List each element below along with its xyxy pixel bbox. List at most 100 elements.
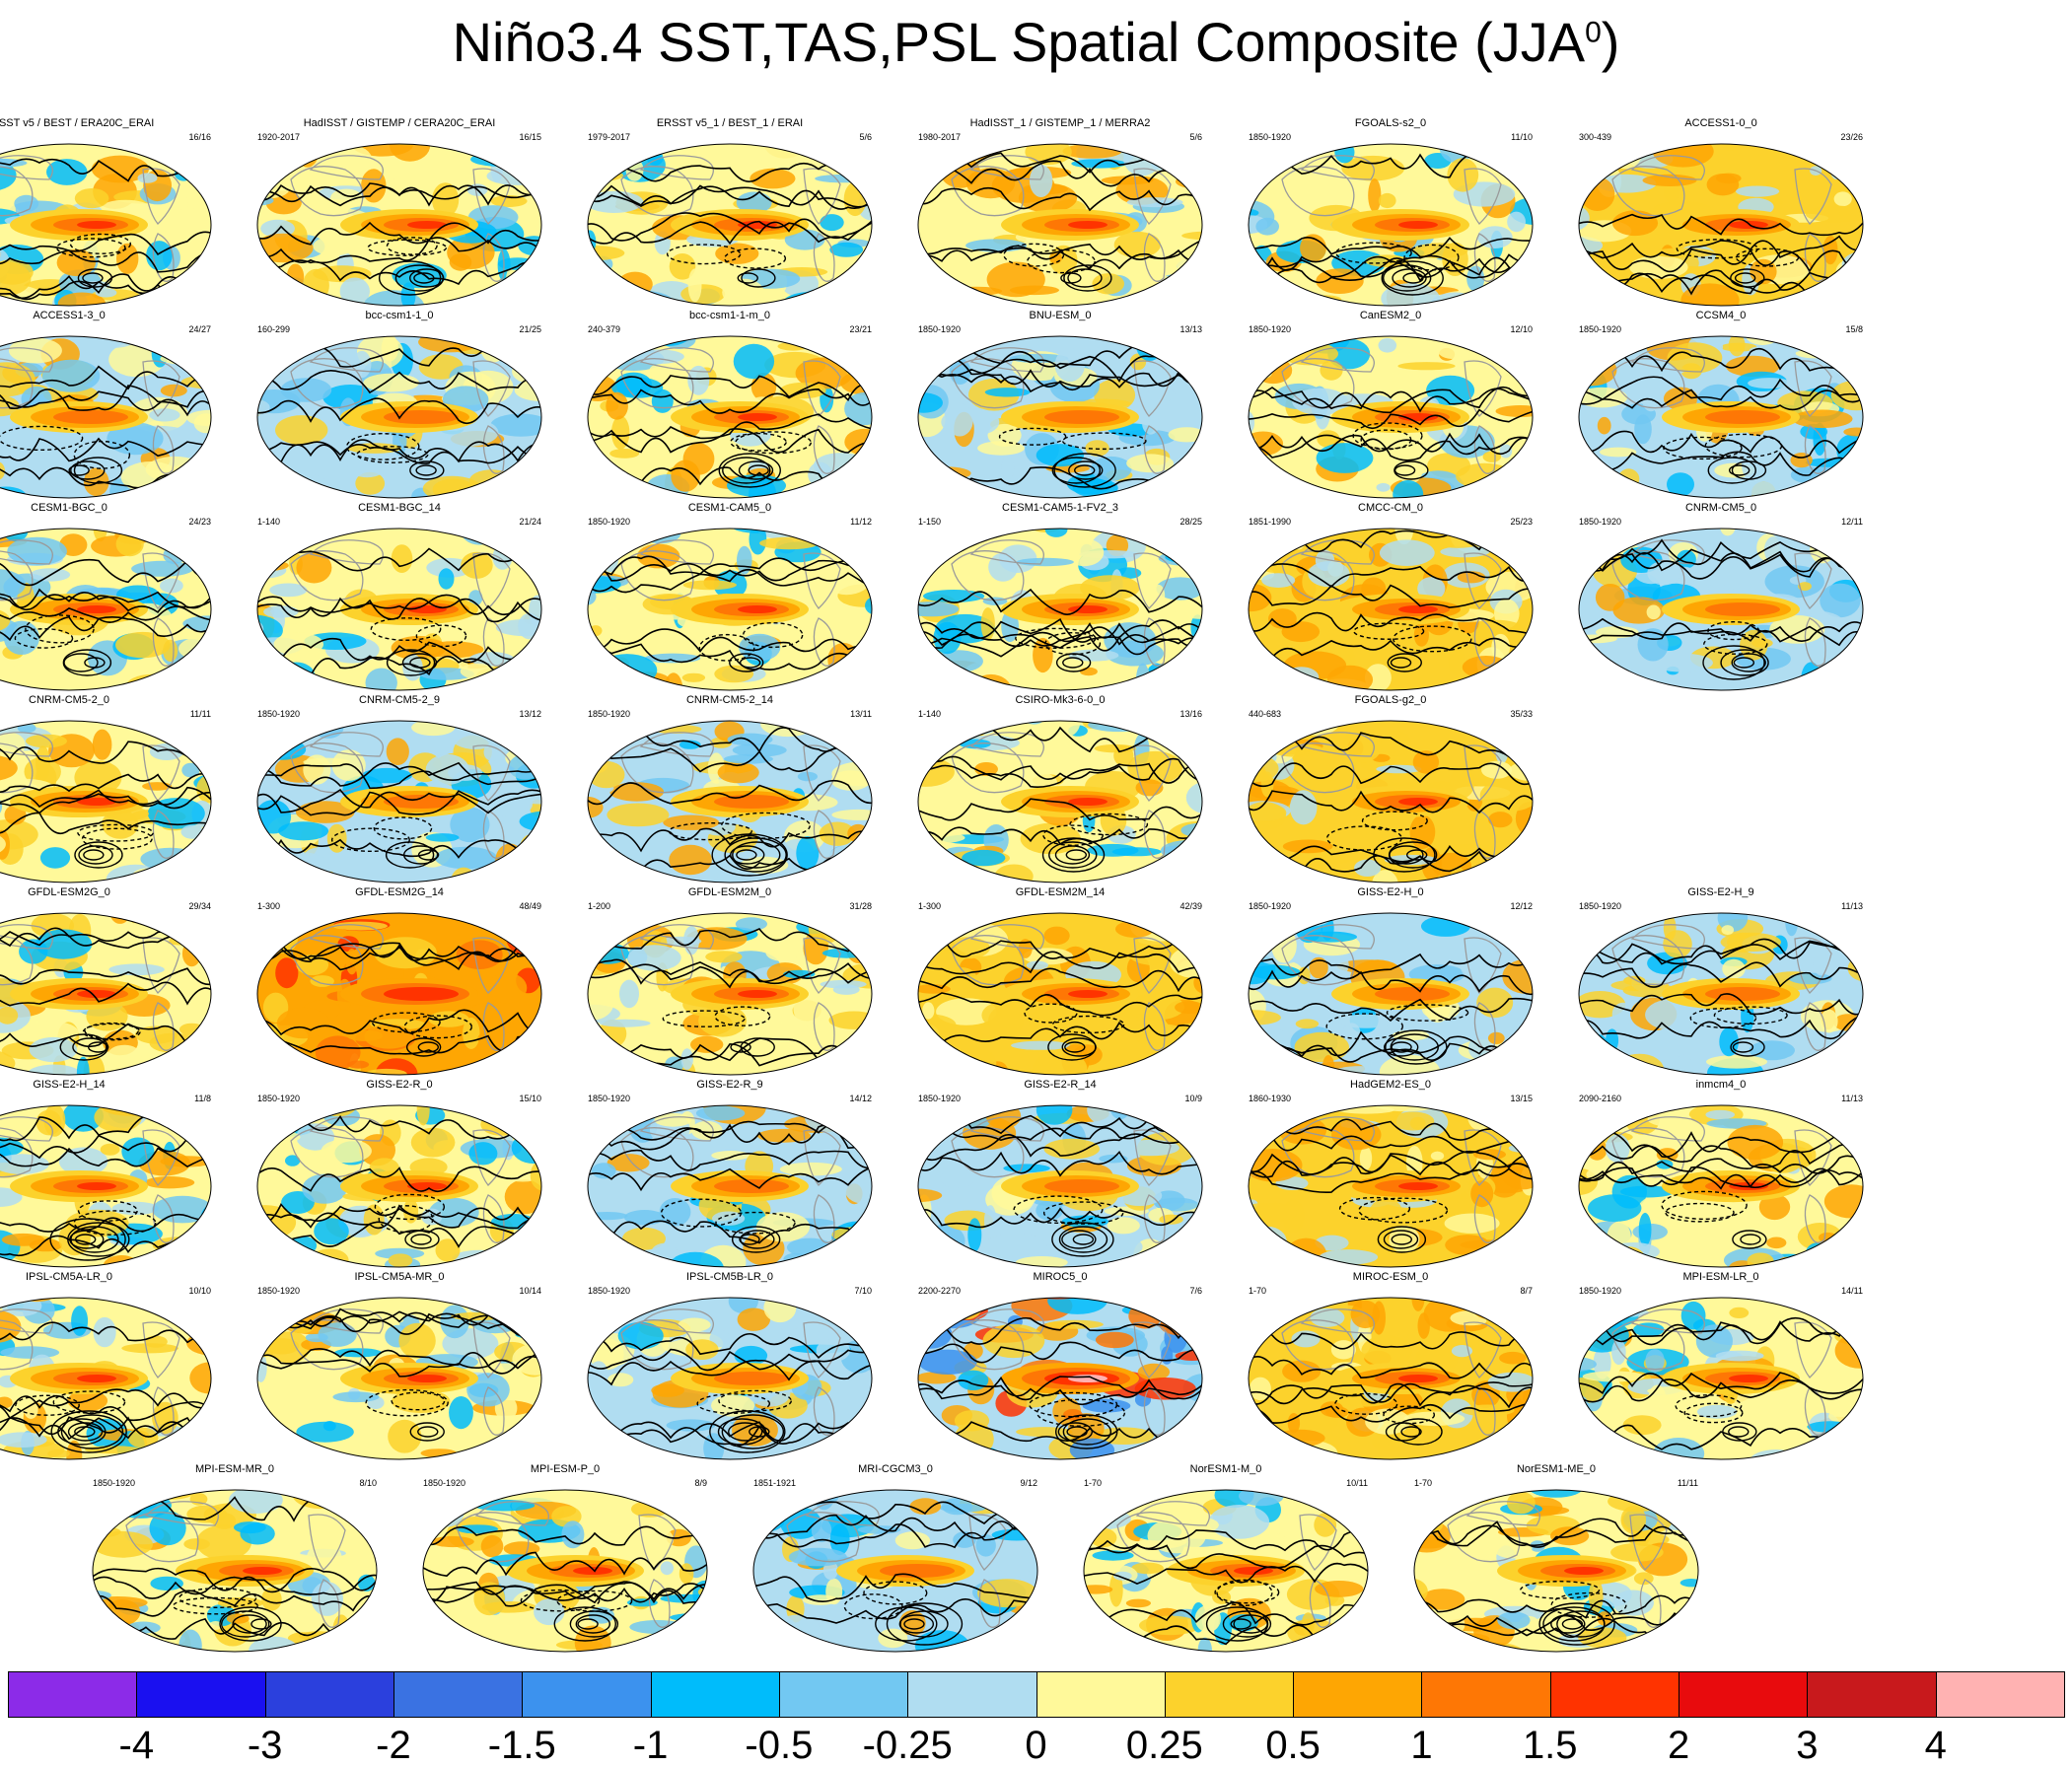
anomaly-patch — [1587, 1139, 1607, 1161]
anomaly-patch — [490, 863, 545, 885]
anomaly-patch — [598, 654, 658, 686]
anomaly-patch — [1146, 1054, 1192, 1066]
anomaly-patch — [277, 664, 298, 693]
composite-map — [0, 1294, 217, 1462]
anomaly-patch — [392, 544, 413, 573]
anomaly-patch — [608, 1294, 628, 1323]
anomaly-patch — [1030, 165, 1052, 197]
anomaly-patch — [912, 1428, 939, 1442]
anomaly-patch — [669, 845, 712, 875]
anomaly-patch — [582, 1255, 595, 1270]
anomaly-patch — [912, 728, 945, 745]
anomaly-patch — [401, 282, 416, 309]
anomaly-patch — [833, 984, 860, 995]
anomaly-patch — [687, 366, 709, 395]
anomaly-patch — [1308, 561, 1349, 587]
anomaly-patch — [164, 1443, 192, 1462]
anomaly-patch — [1821, 1010, 1838, 1033]
anomaly-patch — [257, 1240, 272, 1263]
anomaly-patch — [1173, 154, 1208, 167]
anomaly-patch — [592, 1163, 616, 1178]
anomaly-patch — [1840, 142, 1869, 166]
warm-tongue — [714, 795, 789, 809]
anomaly-patch — [1243, 850, 1279, 863]
anomaly-patch — [917, 344, 938, 362]
panel-title: MRI-CGCM3_0 — [748, 1462, 1043, 1476]
composite-map — [912, 717, 1208, 885]
anomaly-patch — [919, 680, 946, 692]
panel-title: MIROC-ESM_0 — [1243, 1270, 1538, 1284]
anomaly-patch — [1611, 1339, 1626, 1365]
anomaly-patch — [1380, 539, 1435, 566]
anomaly-patch — [192, 1042, 217, 1053]
anomaly-patch — [1243, 145, 1283, 175]
anomaly-patch — [1169, 465, 1188, 490]
anomaly-patch — [1470, 1180, 1493, 1207]
anomaly-patch — [1315, 1581, 1363, 1597]
anomaly-patch — [920, 1254, 939, 1270]
anomaly-patch — [1244, 432, 1283, 457]
anomaly-patch — [1164, 278, 1208, 288]
anomaly-patch — [1829, 152, 1843, 179]
anomaly-patch — [822, 564, 870, 595]
title-close: ) — [1602, 11, 1620, 73]
anomaly-patch — [912, 487, 928, 497]
anomaly-patch — [200, 863, 214, 885]
anomaly-patch — [1608, 287, 1648, 307]
anomaly-patch — [1431, 1152, 1444, 1161]
anomaly-patch — [915, 984, 951, 993]
anomaly-patch — [868, 1038, 878, 1057]
anomaly-patch — [836, 477, 878, 491]
anomaly-patch — [1418, 1312, 1430, 1339]
anomaly-patch — [1176, 1351, 1208, 1361]
warm-tongue — [1398, 221, 1438, 229]
anomaly-patch — [116, 531, 144, 556]
anomaly-patch — [1243, 1101, 1288, 1110]
anomaly-patch — [71, 1306, 88, 1336]
composite-map — [1408, 1486, 1704, 1655]
anomaly-patch — [1334, 142, 1354, 164]
anomaly-patch — [1243, 1418, 1262, 1426]
warm-tongue — [1398, 1375, 1438, 1382]
anomaly-patch — [920, 332, 934, 353]
anomaly-patch — [1475, 526, 1535, 539]
anomaly-patch — [1159, 911, 1208, 940]
anomaly-patch — [476, 293, 513, 309]
anomaly-patch — [912, 1061, 918, 1078]
anomaly-patch — [181, 1124, 218, 1135]
composite-map — [912, 525, 1208, 693]
anomaly-patch — [942, 1498, 972, 1515]
anomaly-patch — [1647, 605, 1661, 620]
warm-tongue — [1068, 221, 1107, 229]
anomaly-patch — [798, 653, 822, 670]
panel-title: GFDL-ESM2G_14 — [251, 885, 547, 899]
anomaly-patch — [150, 1577, 183, 1590]
anomaly-patch — [1275, 1430, 1325, 1448]
anomaly-patch — [831, 1227, 878, 1242]
anomaly-patch — [251, 1298, 310, 1318]
panel-title: MIROC5_0 — [912, 1270, 1208, 1284]
anomaly-patch — [206, 1110, 217, 1138]
anomaly-patch — [1504, 1107, 1524, 1119]
anomaly-patch — [482, 874, 509, 883]
anomaly-patch — [1115, 921, 1154, 938]
anomaly-patch — [1822, 140, 1869, 157]
anomaly-patch — [1834, 270, 1869, 287]
composite-map — [87, 1486, 383, 1655]
anomaly-patch — [1612, 685, 1650, 693]
anomaly-patch — [1170, 464, 1208, 482]
anomaly-patch — [582, 486, 619, 494]
anomaly-patch — [1159, 1215, 1182, 1225]
anomaly-patch — [848, 873, 864, 885]
anomaly-patch — [1464, 332, 1490, 346]
colorbar-box — [1421, 1671, 1550, 1718]
anomaly-patch — [969, 1049, 997, 1077]
map-panel: GFDL-ESM2G_01-20029/34 — [0, 885, 217, 1078]
anomaly-patch — [276, 852, 329, 882]
anomaly-patch — [1483, 452, 1501, 462]
composite-map — [0, 1101, 217, 1270]
anomaly-patch — [93, 730, 112, 760]
